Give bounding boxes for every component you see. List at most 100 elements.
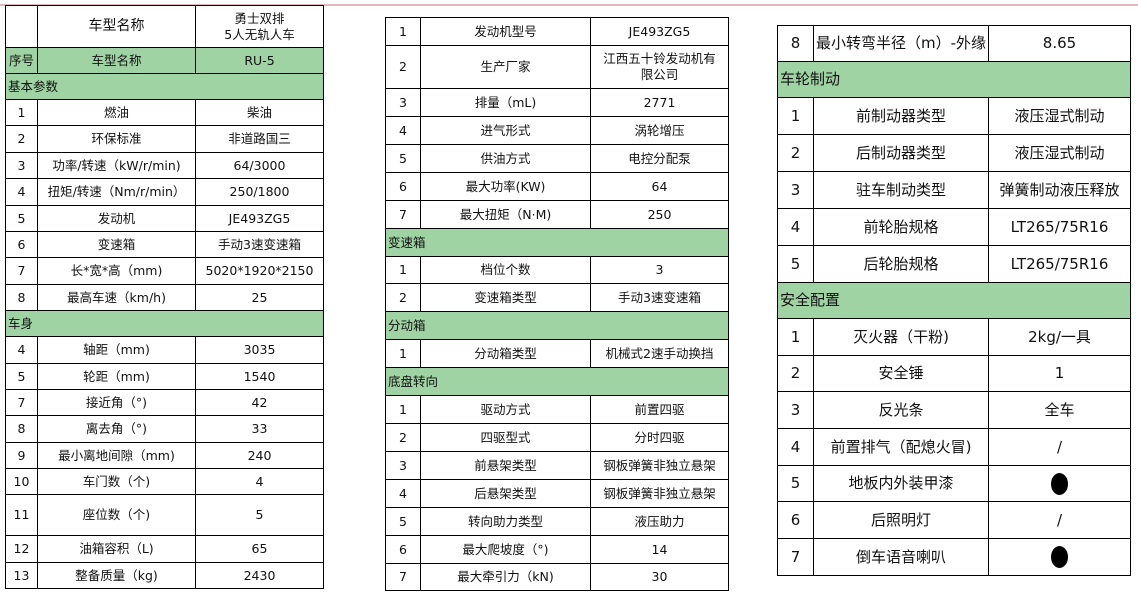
table-row: 2 环保标准 非道路国三 [5,125,324,153]
table-row: 1 前制动器类型 液压湿式制动 [777,97,1131,135]
param-name: 后悬架类型 [420,479,591,508]
table-row: 6 后照明灯 / [777,501,1131,539]
param-name: 驱动方式 [420,395,591,424]
param-name: 前轮胎规格 [813,208,989,246]
param-name: 后轮胎规格 [813,245,989,283]
param-value: 42 [195,389,324,416]
param-value: LT265/75R16 [988,208,1131,246]
param-value: 240 [195,442,324,469]
row-number: 6 [385,172,421,201]
param-name: 车型名称 [37,47,196,74]
table-row: 7 长*宽*高（mm) 5020*1920*2150 [5,257,324,285]
row-number: 8 [777,25,814,62]
table-row: 5 后轮胎规格 LT265/75R16 [777,245,1131,283]
table-row: 13 整备质量（kg) 2430 [5,562,324,589]
row-number: 7 [5,389,38,416]
param-name: 供油方式 [420,144,591,173]
table-row: 11 座位数（个) 5 [5,494,324,536]
table-row: 2 四驱型式 分时四驱 [385,423,729,452]
table-row: 4 前置排气（配熄火冒) / [777,428,1131,466]
section-header-row: 车身 [5,310,324,337]
param-name: 燃油 [37,99,196,126]
section-title: 车轮制动 [777,61,1131,98]
param-name: 变速箱类型 [420,283,591,312]
param-name: 前制动器类型 [813,97,989,135]
row-number: 2 [5,125,38,153]
param-value: 5 [195,494,324,536]
table-row: 8 最高车速（km/h) 25 [5,284,324,311]
param-value: 钢板弹簧非独立悬架 [590,479,729,508]
section-title: 变速箱 [385,228,729,257]
table-row: 4 后悬架类型 钢板弹簧非独立悬架 [385,479,729,508]
row-number: 5 [385,507,421,536]
param-name: 前悬架类型 [420,451,591,480]
param-name: 发动机 [37,205,196,232]
section-title: 分动箱 [385,311,729,340]
param-value: LT265/75R16 [988,245,1131,283]
row-number: 4 [777,428,814,466]
row-number: 3 [777,171,814,209]
section-header-row: 车轮制动 [777,61,1131,98]
param-name: 变速箱 [37,231,196,258]
param-value: 柴油 [195,99,324,126]
column-header-row: 序号 车型名称 RU-5 [5,47,324,74]
param-value: 手动3速变速箱 [195,231,324,258]
engine-spec-table: 1 发动机型号 JE493ZG5 2 生产厂家 江西五十铃发动机有 限公司 3 排量（mL) 2… [385,17,729,591]
param-name: 最大功率(KW) [420,172,591,201]
section-title: 基本参数 [5,73,324,100]
param-value: / [988,501,1131,539]
row-number: 6 [777,501,814,539]
param-value: 涡轮增压 [590,116,729,145]
row-number: 2 [777,355,814,392]
param-name: 生产厂家 [420,45,591,89]
param-value [988,465,1131,502]
table-row: 2 安全锤 1 [777,355,1131,392]
row-number: 7 [385,200,421,229]
row-number: 9 [5,442,38,469]
param-value: 弹簧制动液压释放 [988,171,1131,209]
param-value: / [988,428,1131,466]
row-number: 1 [385,256,421,284]
param-value: 64/3000 [195,152,324,179]
table-row: 9 最小离地间隙（mm) 240 [5,442,324,469]
section-header-row: 安全配置 [777,282,1131,319]
table-row: 7 倒车语音喇叭 [777,538,1131,576]
row-number: 1 [777,97,814,135]
row-number: 7 [777,538,814,576]
section-header-row: 基本参数 [5,73,324,100]
param-value: 全车 [988,391,1131,429]
row-number: 2 [385,45,421,89]
param-name: 轮距（mm) [37,363,196,390]
table-row: 6 最大爬坡度（°) 14 [385,535,729,564]
row-number: 11 [5,494,38,536]
param-value: 分时四驱 [590,423,729,452]
param-value: 33 [195,415,324,443]
row-number: 6 [5,231,38,258]
param-value: 1 [988,355,1131,392]
param-name: 灭火器（干粉) [813,318,989,356]
filled-circle-icon [1051,472,1068,495]
row-number: 4 [385,479,421,508]
row-number: 4 [777,208,814,246]
table-row: 2 变速箱类型 手动3速变速箱 [385,283,729,312]
table-row: 4 前轮胎规格 LT265/75R16 [777,208,1131,246]
table-row: 1 灭火器（干粉) 2kg/一具 [777,318,1131,356]
row-number: 2 [385,283,421,312]
param-name: 进气形式 [420,116,591,145]
section-header-row: 变速箱 [385,228,729,257]
param-value: 2kg/一具 [988,318,1131,356]
param-value: 4 [195,468,324,495]
param-value: 手动3速变速箱 [590,283,729,312]
param-name: 后照明灯 [813,501,989,539]
row-number: 3 [5,152,38,179]
row-number: 6 [385,535,421,564]
table-row: 6 最大功率(KW) 64 [385,172,729,201]
param-name: 接近角（°) [37,389,196,416]
param-name: 最大扭矩（N·M) [420,200,591,229]
param-value: 机械式2速手动换挡 [590,339,729,368]
param-value: 3 [590,256,729,284]
table-row: 5 转向助力类型 液压助力 [385,507,729,536]
param-value: 钢板弹簧非独立悬架 [590,451,729,480]
param-name: 排量（mL) [420,88,591,117]
row-number: 1 [385,339,421,368]
